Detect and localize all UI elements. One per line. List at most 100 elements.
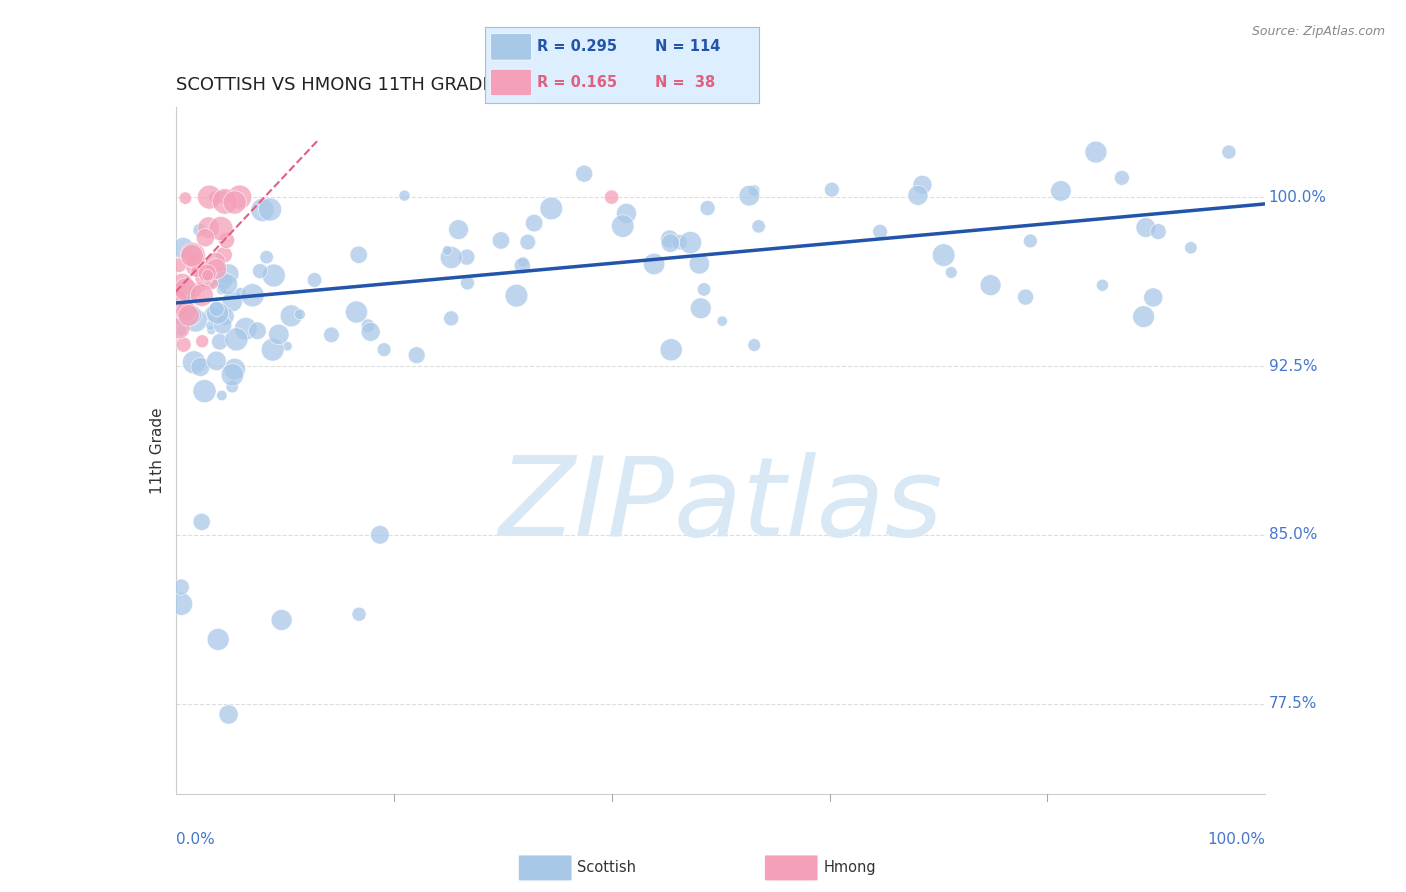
Point	[280, 309, 302, 323]
Point	[221, 380, 243, 394]
Point	[1132, 310, 1154, 324]
Point	[181, 246, 204, 260]
Point	[540, 202, 562, 216]
Point	[711, 314, 734, 328]
Point	[738, 188, 761, 202]
Point	[357, 318, 380, 333]
Text: R = 0.295: R = 0.295	[537, 39, 617, 54]
Point	[214, 194, 236, 209]
Point	[200, 268, 222, 282]
Point	[932, 248, 955, 262]
Point	[194, 230, 217, 244]
Point	[217, 277, 239, 292]
Point	[197, 220, 219, 235]
Point	[198, 190, 221, 204]
Point	[668, 235, 690, 250]
Point	[742, 184, 765, 198]
Point	[193, 384, 215, 398]
Point	[489, 234, 512, 248]
Point	[256, 250, 278, 264]
Point	[167, 321, 190, 335]
Point	[689, 301, 711, 316]
Point	[198, 275, 221, 289]
Point	[170, 278, 193, 293]
Point	[205, 262, 228, 277]
Point	[658, 232, 681, 246]
Point	[659, 343, 682, 357]
Point	[200, 318, 222, 333]
Point	[212, 248, 235, 262]
Point	[211, 318, 233, 332]
Point	[447, 222, 470, 236]
Point	[270, 613, 292, 627]
Point	[167, 258, 190, 272]
Point	[183, 284, 205, 298]
Point	[1084, 145, 1107, 159]
Point	[193, 270, 215, 285]
Point	[321, 327, 343, 342]
Point	[180, 308, 202, 322]
Point	[394, 188, 416, 202]
Point	[197, 263, 219, 277]
Point	[225, 332, 247, 346]
Point	[1218, 145, 1240, 159]
Point	[373, 343, 395, 357]
Point	[197, 268, 219, 282]
Point	[742, 338, 765, 352]
Point	[170, 312, 193, 326]
Point	[167, 291, 190, 305]
Text: 92.5%: 92.5%	[1268, 359, 1317, 374]
Text: Source: ZipAtlas.com: Source: ZipAtlas.com	[1251, 25, 1385, 38]
Point	[214, 310, 236, 324]
FancyBboxPatch shape	[765, 855, 818, 881]
Point	[224, 195, 246, 210]
Point	[170, 324, 193, 338]
Point	[1014, 290, 1036, 304]
FancyBboxPatch shape	[491, 34, 531, 60]
Text: N =  38: N = 38	[655, 75, 716, 89]
Y-axis label: 11th Grade: 11th Grade	[149, 407, 165, 494]
Point	[440, 311, 463, 326]
Text: R = 0.165: R = 0.165	[537, 75, 617, 89]
Point	[679, 235, 702, 250]
Point	[170, 597, 193, 611]
Point	[643, 257, 665, 271]
Point	[218, 707, 240, 722]
Point	[456, 276, 478, 290]
Point	[177, 309, 200, 323]
Text: 100.0%: 100.0%	[1268, 190, 1327, 204]
Text: Scottish: Scottish	[578, 861, 636, 875]
Point	[688, 257, 710, 271]
Point	[600, 190, 623, 204]
Point	[616, 206, 638, 220]
Point	[1135, 220, 1157, 235]
Point	[170, 580, 193, 594]
Point	[1147, 225, 1170, 239]
Point	[696, 201, 718, 215]
Point	[288, 307, 311, 321]
FancyBboxPatch shape	[491, 70, 531, 95]
Point	[821, 183, 844, 197]
Point	[1019, 234, 1042, 248]
Point	[512, 255, 534, 269]
Point	[242, 288, 264, 302]
Point	[436, 244, 458, 258]
Point	[1091, 278, 1114, 293]
Point	[572, 167, 595, 181]
Point	[201, 277, 224, 291]
Point	[221, 368, 243, 382]
Text: Hmong: Hmong	[824, 861, 876, 875]
Point	[188, 280, 211, 294]
Point	[212, 190, 235, 204]
Point	[346, 305, 368, 319]
Point	[659, 236, 682, 251]
Text: ZIPatlas: ZIPatlas	[498, 452, 943, 559]
Point	[1050, 184, 1073, 198]
Point	[221, 294, 243, 309]
Point	[191, 334, 214, 349]
Point	[1180, 241, 1202, 255]
Point	[186, 264, 208, 278]
Point	[262, 343, 284, 357]
Point	[186, 258, 208, 272]
Point	[235, 322, 257, 336]
